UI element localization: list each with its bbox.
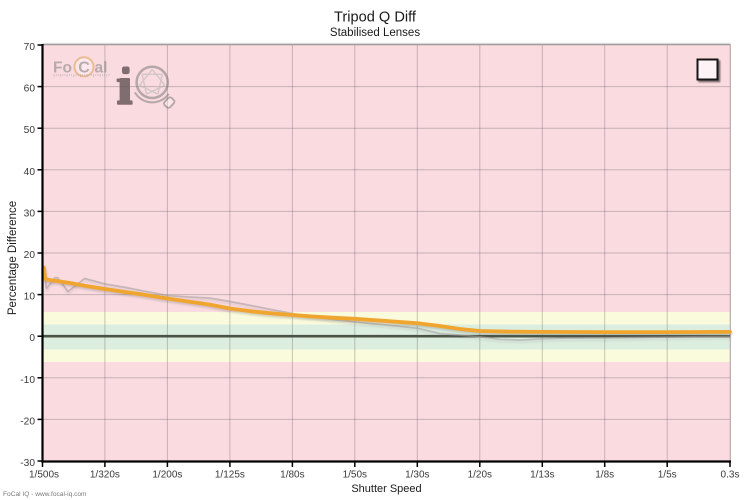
svg-text:Stabilised Lenses: Stabilised Lenses <box>330 27 420 39</box>
svg-text:60: 60 <box>24 84 36 95</box>
svg-text:1/13s: 1/13s <box>530 469 554 480</box>
svg-text:20: 20 <box>24 250 36 261</box>
svg-text:1/125s: 1/125s <box>215 469 245 480</box>
svg-text:1/200s: 1/200s <box>152 469 182 480</box>
svg-text:70: 70 <box>24 42 36 53</box>
svg-text:1/30s: 1/30s <box>405 469 429 480</box>
svg-text:1/50s: 1/50s <box>343 469 367 480</box>
svg-text:1/5s: 1/5s <box>658 469 677 480</box>
svg-text:40: 40 <box>24 167 36 178</box>
svg-text:1/500s: 1/500s <box>29 469 59 480</box>
svg-text:1/8s: 1/8s <box>595 469 614 480</box>
svg-text:50: 50 <box>24 125 36 136</box>
svg-text:al: al <box>95 60 108 77</box>
svg-text:Tripod Q Diff: Tripod Q Diff <box>334 10 417 26</box>
svg-text:-10: -10 <box>20 375 35 386</box>
svg-text:30: 30 <box>24 208 36 219</box>
svg-text:0: 0 <box>29 333 35 344</box>
svg-text:C: C <box>78 60 90 77</box>
svg-text:Fo: Fo <box>53 60 72 77</box>
svg-text:1/20s: 1/20s <box>468 469 492 480</box>
svg-text:10: 10 <box>24 292 36 303</box>
svg-text:-30: -30 <box>20 458 35 469</box>
svg-text:Percentage Difference: Percentage Difference <box>7 201 19 315</box>
svg-text:FoCal IQ - www.focal-iq.com: FoCal IQ - www.focal-iq.com <box>3 491 87 498</box>
svg-text:0.3s: 0.3s <box>721 469 740 480</box>
svg-text:-20: -20 <box>20 416 35 427</box>
svg-text:1/320s: 1/320s <box>90 469 120 480</box>
svg-text:1/80s: 1/80s <box>280 469 304 480</box>
svg-text:Shutter Speed: Shutter Speed <box>351 483 421 495</box>
